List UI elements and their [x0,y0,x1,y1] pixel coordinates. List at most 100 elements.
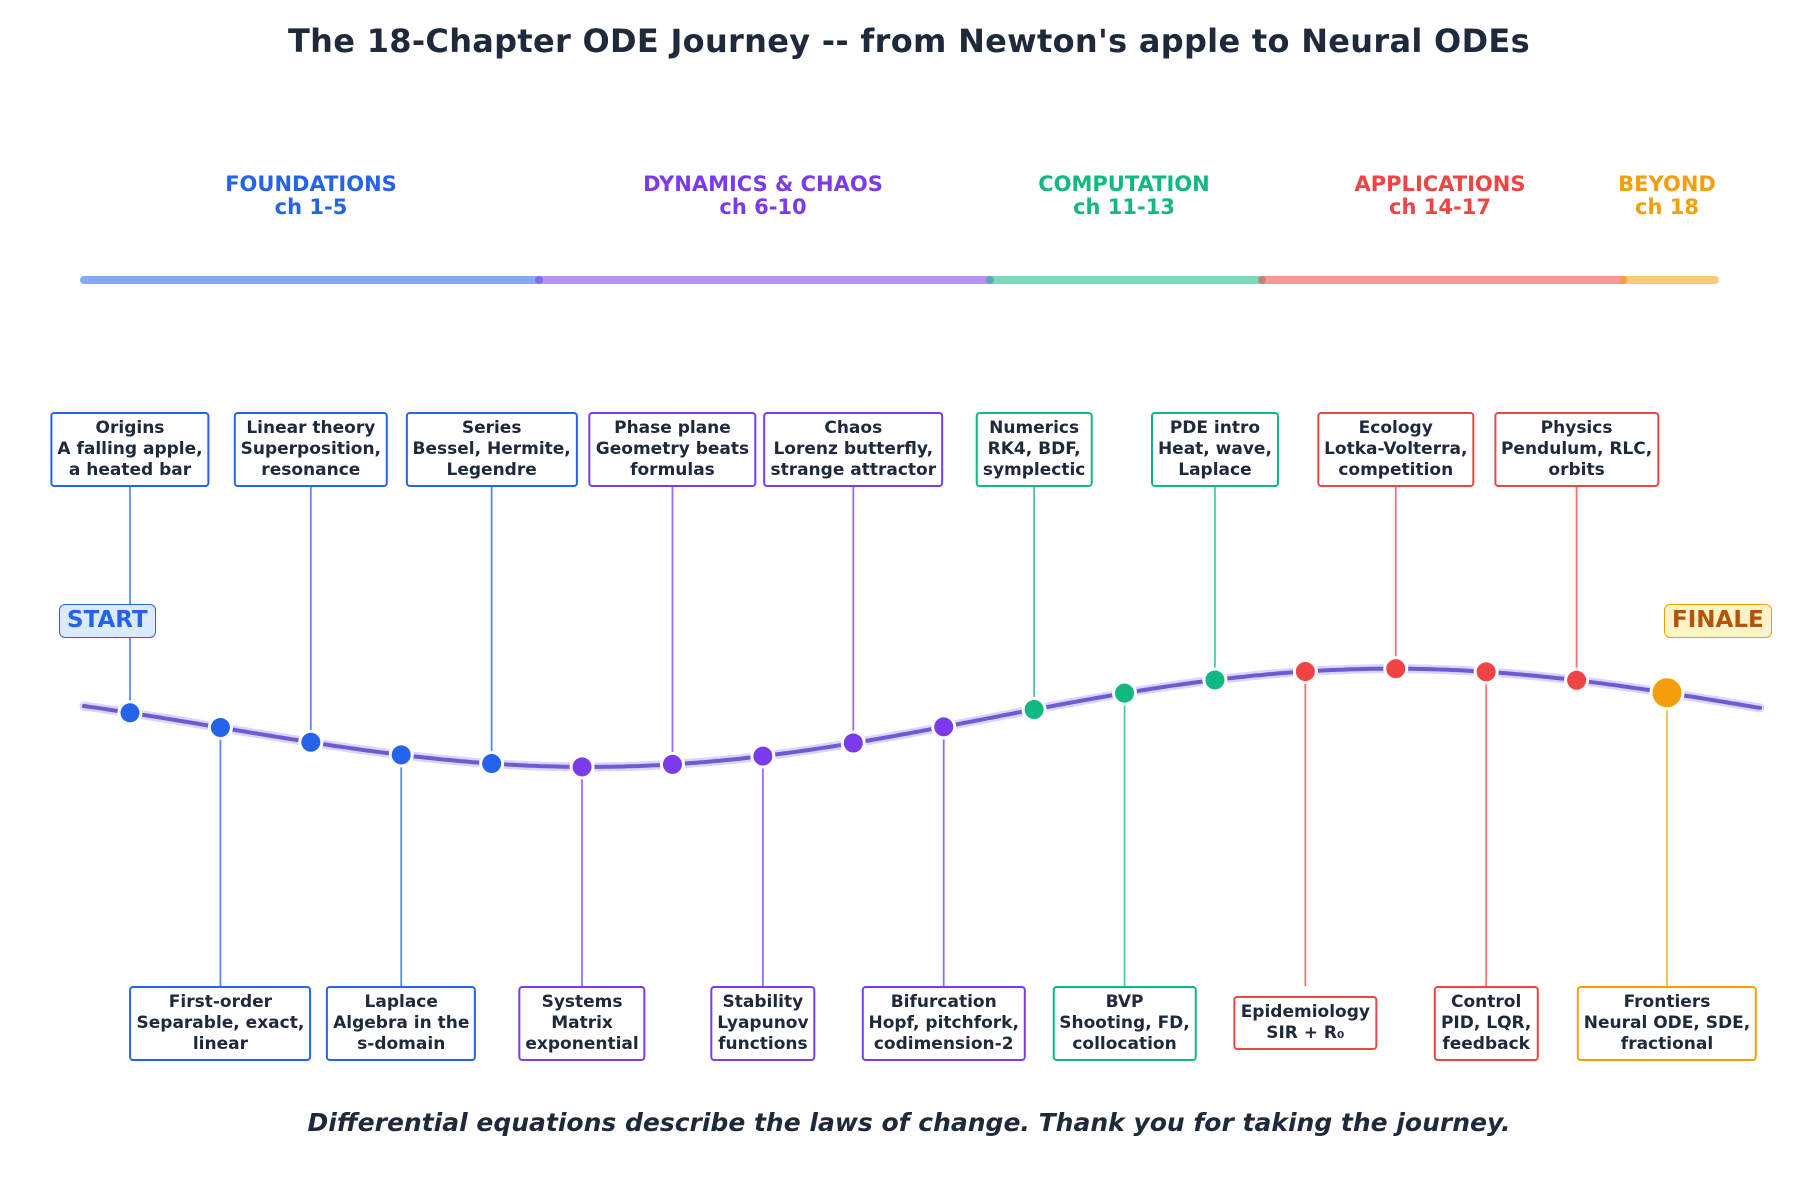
chapter-title: Phase plane [614,418,731,438]
chapter-node-10 [931,714,957,740]
chapter-detail: PID, LQR, [1440,1013,1532,1033]
phase-name: FOUNDATIONS [225,172,397,196]
chapter-card-9-chaos: Chaos Lorenz butterfly, strange attractor [763,412,944,487]
phase-chapters: ch 14-17 [1389,195,1491,220]
chapter-node-4 [388,742,414,768]
start-tag: START [59,604,156,638]
chapter-title: Physics [1540,418,1613,438]
chapter-card-15-ecology: Ecology Lotka-Volterra, competition [1317,412,1475,487]
chapter-detail: Legendre [446,460,537,480]
chapter-title: Control [1451,992,1522,1012]
chapter-card-12-bvp: BVP Shooting, FD, collocation [1052,986,1197,1061]
chapter-detail: resonance [261,460,361,480]
chapter-title: Laplace [364,992,438,1012]
chapter-detail: s-domain [357,1034,446,1054]
chapter-card-3-linear-theory: Linear theory Superposition, resonance [233,412,389,487]
chapter-detail: Superposition, [240,439,382,459]
chapter-title: Epidemiology [1240,1002,1370,1022]
chapter-detail: RK4, BDF, [987,439,1081,459]
chapter-title: Stability [722,992,804,1012]
chapter-detail: competition [1338,460,1454,480]
chapter-card-4-laplace: Laplace Algebra in the s-domain [326,986,477,1061]
chapter-card-2-first-order: First-order Separable, exact, linear [129,986,312,1061]
chapter-node-14 [1292,658,1318,684]
phase-foundations: FOUNDATIONS ch 1-5 [225,172,397,220]
chapter-node-6 [569,754,595,780]
journey-path [82,666,1762,769]
chapter-card-18-frontiers: Frontiers Neural ODE, SDE, fractional [1576,986,1758,1061]
chapter-detail: SIR + R₀ [1266,1023,1345,1043]
chapter-detail: fractional [1620,1034,1714,1054]
chapter-node-18 [1649,675,1685,711]
chapter-title: PDE intro [1169,418,1261,438]
chapter-card-17-physics: Physics Pendulum, RLC, orbits [1493,412,1660,487]
chapter-detail: Hopf, pitchfork, [868,1013,1019,1033]
phase-chapters: ch 1-5 [274,195,348,220]
chapter-title: Series [461,418,522,438]
chapter-detail: Laplace [1178,460,1252,480]
chapter-detail: exponential [525,1034,639,1054]
chapter-title: Chaos [824,418,883,438]
phase-beyond: BEYOND ch 18 [1618,172,1716,220]
chapter-card-13-pde-intro: PDE intro Heat, wave, Laplace [1150,412,1279,487]
chapter-node-15 [1383,656,1409,682]
chapter-card-7-phase-plane: Phase plane Geometry beats formulas [588,412,757,487]
chapter-detail: symplectic [982,460,1086,480]
chapter-node-1 [117,700,143,726]
chapter-card-16-control: Control PID, LQR, feedback [1433,986,1539,1061]
chapter-card-14-epidemiology: Epidemiology SIR + R₀ [1233,996,1377,1050]
chapter-detail: Lyapunov [717,1013,809,1033]
chapter-title: First-order [168,992,273,1012]
chapter-title: Frontiers [1623,992,1711,1012]
chapter-title: Systems [541,992,623,1012]
phase-computation: COMPUTATION ch 11-13 [1038,172,1210,220]
chapter-title: Ecology [1358,418,1433,438]
phase-applications: APPLICATIONS ch 14-17 [1354,172,1526,220]
chapter-detail: formulas [630,460,715,480]
chapter-card-5-series: Series Bessel, Hermite, Legendre [405,412,578,487]
chapter-card-8-stability: Stability Lyapunov functions [710,986,816,1061]
chapter-node-9 [840,730,866,756]
chapter-node-2 [207,714,233,740]
chapter-node-13 [1202,667,1228,693]
chapter-detail: Shooting, FD, [1059,1013,1190,1033]
chapter-card-1-origins: Origins A falling apple, a heated bar [50,412,210,487]
chapter-detail: codimension-2 [873,1034,1014,1054]
chapter-node-12 [1112,680,1138,706]
chapter-detail: feedback [1442,1034,1530,1054]
phase-dynamics-chaos: DYNAMICS & CHAOS ch 6-10 [643,172,883,220]
phase-chapters: ch 11-13 [1073,195,1175,220]
chapter-title: Numerics [989,418,1080,438]
chapter-detail: Separable, exact, [136,1013,305,1033]
chapter-detail: Algebra in the [333,1013,470,1033]
chapter-node-17 [1564,667,1590,693]
chapter-detail: Lotka-Volterra, [1324,439,1468,459]
phase-name: COMPUTATION [1038,172,1210,196]
chapter-title: BVP [1105,992,1144,1012]
phase-name: APPLICATIONS [1354,172,1526,196]
phase-name: DYNAMICS & CHAOS [643,172,883,196]
chapter-detail: Heat, wave, [1157,439,1272,459]
phase-name: BEYOND [1618,172,1716,196]
phase-chapters: ch 18 [1635,195,1699,220]
closing-message: Differential equations describe the laws… [307,1108,1511,1137]
chapter-detail: orbits [1548,460,1605,480]
chapter-node-7 [659,751,685,777]
chapter-detail: collocation [1072,1034,1177,1054]
chapter-detail: Geometry beats [595,439,750,459]
phase-chapters: ch 6-10 [719,195,807,220]
diagram-title: The 18-Chapter ODE Journey -- from Newto… [288,22,1530,60]
chapter-detail: Lorenz butterfly, [773,439,934,459]
journey-path-glow [79,664,1765,772]
chapter-detail: Pendulum, RLC, [1500,439,1653,459]
chapter-title: Origins [95,418,165,438]
chapter-card-11-numerics: Numerics RK4, BDF, symplectic [975,412,1093,487]
chapter-detail: A falling apple, [57,439,203,459]
chapter-node-3 [298,729,324,755]
chapter-detail: Matrix [551,1013,613,1033]
chapter-card-10-bifurcation: Bifurcation Hopf, pitchfork, codimension-2 [861,986,1026,1061]
chapter-detail: functions [718,1034,808,1054]
chapter-node-8 [750,743,776,769]
